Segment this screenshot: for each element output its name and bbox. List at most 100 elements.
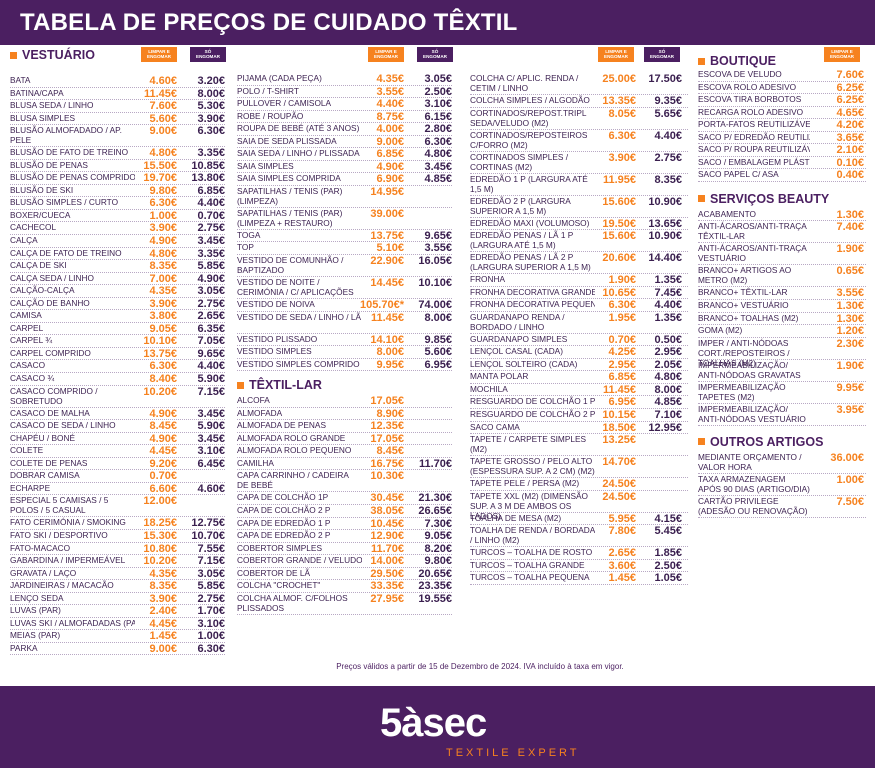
price-clean-iron: 8.05€	[608, 107, 636, 120]
price-clean-iron: 25.00€	[602, 73, 636, 85]
badge-iron-only: SÓ ENGOMAR	[644, 47, 680, 62]
item-name: CASACO DE SEDA / LINHO	[10, 420, 116, 431]
price-row: BRANCO+ ARTIGOS AO METRO (m2) 0.65€	[698, 265, 866, 288]
price-clean-iron: 3.95€	[836, 403, 864, 416]
price-iron-only: 2.80€	[424, 123, 452, 136]
price-clean-iron: 4.90€	[149, 407, 177, 420]
item-name: SAPATILHAS / TENIS (par) (limpeza)	[237, 185, 343, 206]
column-4: BOUTIQUE LIMPAR E ENGOMAR ESCOVA DE VELU…	[698, 47, 866, 518]
price-row: JARDINEIRAS / MACACÃO 8.35€ 5.85€	[10, 580, 225, 593]
item-name: ECHARPE	[10, 482, 51, 493]
price-iron-only: 6.15€	[424, 110, 452, 123]
price-iron-only: 8.20€	[424, 542, 452, 555]
price-row: CALÇÃO-CALÇA 4.35€ 3.05€	[10, 285, 225, 298]
price-clean-iron: 3.90€	[149, 297, 177, 310]
price-iron-only: 20.65€	[418, 567, 452, 580]
price-row: GOMA (m2) 1.20€	[698, 325, 866, 338]
item-name: CALÇÃO DE BANHO	[10, 297, 90, 308]
price-clean-iron: 4.00€	[376, 123, 404, 136]
price-clean-iron: 3.90€	[149, 222, 177, 235]
price-row: FATO SKI / DESPORTIVO 15.30€ 10.70€	[10, 530, 225, 543]
price-list: PIJAMA (cada peça) 4.35€ 3.05€ POLO / T-SHI…	[237, 73, 452, 372]
price-clean-iron: 4.45€	[149, 617, 177, 630]
price-clean-iron: 12.90€	[370, 530, 404, 543]
price-iron-only: 4.90€	[197, 272, 225, 285]
price-row: ESCOVA DE VELUDO 7.60€	[698, 69, 866, 82]
item-name: TAPETE GROSSO / PELO ALTO (espessura sup…	[470, 456, 595, 477]
price-iron-only: 23.35€	[418, 580, 452, 593]
item-name: SACO PAPEL C/ ASA	[698, 169, 779, 180]
price-clean-iron: 14.70€	[602, 456, 636, 469]
price-iron-only: 4.85€	[424, 173, 452, 186]
price-row: CALÇA 4.90€ 3.45€	[10, 235, 225, 248]
item-name: ALMOFADA DE PENAS	[237, 420, 326, 431]
price-iron-only: 10.85€	[191, 159, 225, 172]
price-clean-iron: 6.30€	[608, 129, 636, 142]
item-name: BLUSÃO SIMPLES / CURTO	[10, 197, 119, 208]
price-clean-iron: 1.90€	[608, 274, 636, 287]
price-iron-only: 2.75€	[654, 151, 682, 164]
price-clean-iron: 14.00€	[370, 555, 404, 568]
price-clean-iron: 1.90€	[836, 243, 864, 256]
price-row: TAPETE PELE / PERSA (m2) 24.50€	[470, 478, 688, 491]
item-name: CASACO DE MALHA	[10, 407, 90, 418]
price-clean-iron: 2.30€	[836, 337, 864, 350]
item-name: EDREDÃO MAXI (volumoso)	[470, 217, 590, 228]
price-clean-iron: 8.45€	[149, 420, 177, 433]
price-iron-only: 5.85€	[197, 580, 225, 593]
item-name: LENÇOL SOLTEIRO (cada)	[470, 358, 578, 369]
price-row: CORTINADOS/REPOSTEIROS C/FORRO (m2) 6.30€…	[470, 130, 688, 152]
item-name: VESTIDO DE COMUNHÃO / BAPTIZADO	[237, 255, 344, 276]
price-row: CARPEL 9.05€ 6.35€	[10, 323, 225, 336]
price-clean-iron: 7.60€	[836, 69, 864, 81]
item-name: LUVAS SKI / ALMOFADADAS (par)	[10, 617, 135, 628]
price-iron-only: 0.70€	[197, 209, 225, 222]
price-clean-iron: 1.00€	[149, 209, 177, 222]
item-name: SAIA SIMPLES	[237, 160, 294, 171]
item-name: MOCHILA	[470, 383, 508, 394]
item-name: BLUSÃO DE SKI	[10, 184, 74, 195]
item-name: CAMILHA	[237, 457, 274, 468]
price-iron-only: 3.10€	[197, 445, 225, 458]
price-iron-only: 3.35€	[197, 247, 225, 260]
price-iron-only: 2.95€	[654, 346, 682, 359]
price-clean-iron: 14.95€	[370, 185, 404, 198]
price-iron-only: 7.45€	[654, 286, 682, 299]
item-name: CACHECOL	[10, 222, 57, 233]
price-clean-iron: 6.60€	[149, 482, 177, 495]
item-name: COLCHA C/ APLIC. RENDA / CETIM / LINHO	[470, 73, 579, 93]
item-name: FRONHA	[470, 274, 506, 285]
price-iron-only: 4.85€	[654, 396, 682, 409]
price-row: ALMOFADA 8.90€	[237, 408, 452, 421]
price-row: RESGUARDO DE COLCHÃO 2 P 10.15€ 7.10€	[470, 409, 688, 422]
price-row: BLUSÃO DE FATO DE TREINO 4.80€ 3.35€	[10, 147, 225, 160]
badge-iron-only: SÓ ENGOMAR	[190, 47, 226, 62]
price-clean-iron: 3.55€	[836, 287, 864, 300]
price-row: BOXER/CUECA 1.00€ 0.70€	[10, 210, 225, 223]
price-iron-only: 2.05€	[654, 358, 682, 371]
item-name: ACABAMENTO	[698, 208, 756, 219]
price-iron-only: 6.85€	[197, 184, 225, 197]
price-clean-iron: 4.45€	[149, 445, 177, 458]
price-iron-only: 11.70€	[418, 457, 452, 470]
price-clean-iron: 2.95€	[608, 358, 636, 371]
price-iron-only: 5.90€	[197, 420, 225, 433]
price-row: BLUSA SEDA / LINHO 7.60€ 5.30€	[10, 100, 225, 113]
price-row: IMPER / ANTI-NÓDOAS CORT./REPOSTEIROS / …	[698, 337, 866, 368]
price-row: EDREDÃO PENAS / LÃ 2 P (largura superior…	[470, 252, 688, 275]
price-row: CORTINADOS SIMPLES / CORTINAS (m2) 3.90€ 2…	[470, 152, 688, 174]
item-name: ROBE / ROUPÃO	[237, 110, 304, 121]
price-clean-iron: 13.75€	[370, 229, 404, 242]
price-clean-iron: 9.00€	[376, 135, 404, 148]
price-clean-iron: 8.45€	[376, 445, 404, 458]
column-3: LIMPAR E ENGOMAR SÓ ENGOMAR COLCHA C/ AP…	[470, 47, 688, 585]
price-clean-iron: 9.95€	[376, 358, 404, 371]
price-iron-only: 5.30€	[197, 100, 225, 113]
price-clean-iron: 4.20€	[836, 119, 864, 132]
price-iron-only: 1.70€	[197, 605, 225, 618]
price-iron-only: 2.50€	[424, 85, 452, 98]
price-clean-iron: 6.85€	[608, 371, 636, 384]
item-name: FRONHA DECORATIVA GRANDE	[470, 286, 595, 297]
item-name: ESCOVA ROLO ADESIVO	[698, 81, 797, 92]
price-row: EDREDÃO MAXI (volumoso) 19.50€ 13.65€	[470, 218, 688, 231]
